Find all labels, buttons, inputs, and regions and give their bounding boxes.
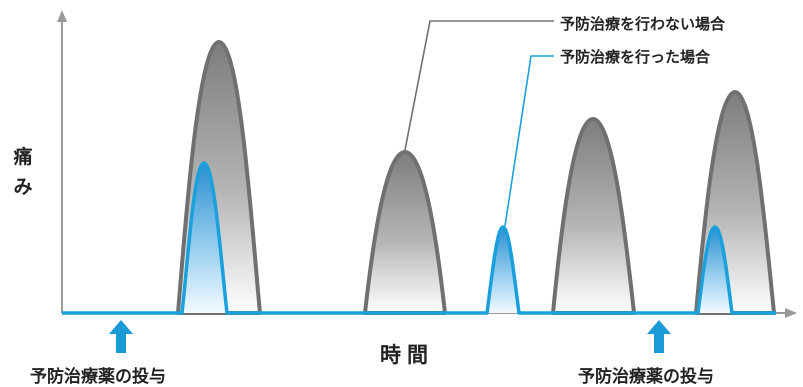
legend-with-treatment: 予防治療を行った場合 — [560, 48, 711, 66]
up-arrow-icon — [647, 320, 671, 353]
dose-label-2: 予防治療薬の投与 — [578, 367, 714, 387]
treated-peak-1 — [182, 163, 227, 313]
dose-arrow-2 — [647, 320, 671, 353]
legend-without-treatment: 予防治療を行わない場合 — [560, 15, 726, 33]
treated-peak-3 — [698, 227, 732, 313]
treated-pain-fills — [182, 163, 732, 313]
treated-peak-2 — [487, 227, 519, 313]
dose-arrow-1 — [109, 320, 133, 353]
treated-pain-curve — [62, 161, 776, 315]
x-axis-label: 時間 — [380, 343, 434, 367]
untreated-peak-2 — [363, 150, 447, 315]
untreated-pain-curve — [176, 40, 776, 315]
untreated-peak-3 — [551, 117, 636, 315]
x-axis-arrowhead — [785, 308, 797, 318]
legend-leader-treated — [504, 55, 554, 227]
y-axis-label: 痛み — [13, 146, 33, 198]
legend-leader-untreated — [404, 20, 554, 151]
dose-label-1: 予防治療薬の投与 — [30, 367, 166, 387]
up-arrow-icon — [109, 320, 133, 353]
y-axis-arrowhead — [57, 10, 67, 22]
